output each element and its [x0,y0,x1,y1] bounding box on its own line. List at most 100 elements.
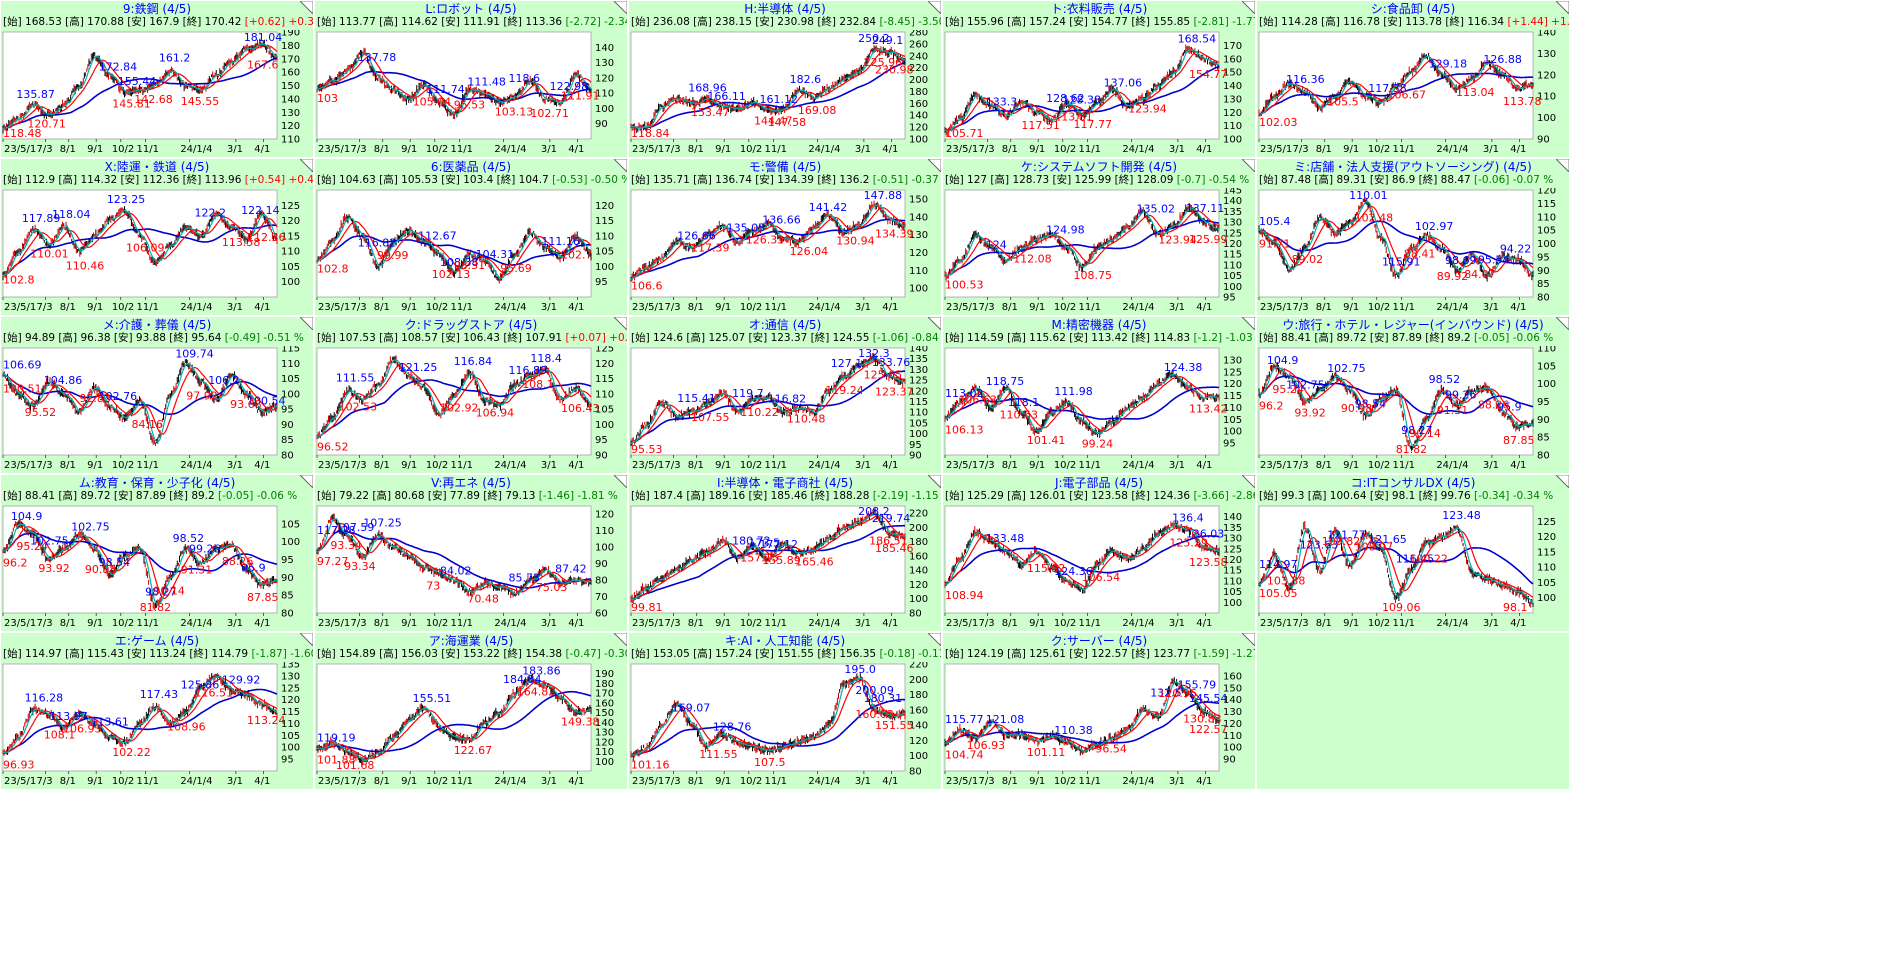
ma-short-line [2,43,278,130]
low-annotation: 81.82 [1396,443,1428,456]
fold-corner-icon[interactable] [928,475,941,488]
high-annotation: 117.89 [22,212,61,225]
low-annotation: 88.41 [1404,248,1436,261]
fold-corner-icon[interactable] [300,159,313,172]
chart-panel[interactable]: V:再エネ (4/5) [始] 79.22 [高] 80.68 [安] 77.89… [315,475,627,631]
ohlc-readout: [始] 94.89 [高] 96.38 [安] 93.88 [終] 95.64 … [3,332,313,345]
ohlc-values: [始] 187.4 [高] 189.16 [安] 185.46 [終] 188.… [631,490,873,502]
price-chart: 140 130 120 110 100 90 23/5/1 7/3 8/1 9/1 10/2 11/1… [316,31,614,155]
fold-corner-icon[interactable] [614,159,627,172]
ma-mid-line [2,526,278,600]
fold-corner-icon[interactable] [300,475,313,488]
fold-corner-icon[interactable] [1556,159,1569,172]
chart-panel[interactable]: H:半導体 (4/5) [始] 236.08 [高] 238.15 [安] 230… [629,1,941,157]
fold-corner-icon[interactable] [1556,1,1569,14]
chart-panel[interactable]: 9:鉄鋼 (4/5) [始] 168.53 [高] 170.88 [安] 167.… [1,1,313,157]
fold-corner-icon[interactable] [614,475,627,488]
y-tick-label: 120 [909,248,928,259]
chart-panel[interactable]: ク:ドラッグストア (4/5) [始] 107.53 [高] 108.57 [安]… [315,317,627,473]
y-tick-label: 115 [1223,250,1242,261]
y-tick-label: 120 [1537,188,1556,197]
y-tick-label: 90 [281,420,294,431]
y-tick-label: 180 [909,87,928,98]
x-tick-label: 7/3 [664,460,680,471]
ma-short-line [2,362,278,443]
chart-panel[interactable]: X:陸運・鉄道 (4/5) [始] 112.9 [高] 114.32 [安] 11… [1,159,313,315]
ma-mid-line [2,212,278,277]
chart-panel[interactable]: M:精密機器 (4/5) [始] 114.59 [高] 115.62 [安] 11… [943,317,1255,473]
x-tick-label: 11/1 [450,618,472,629]
chart-title: オ:通信 (4/5) [748,318,822,332]
high-annotation: 108.38 [440,256,479,269]
low-annotation: 96.52 [317,440,349,453]
chart-panel[interactable]: オ:通信 (4/5) [始] 124.6 [高] 125.07 [安] 123.3… [629,317,941,473]
high-annotation: 107.59 [336,521,375,534]
x-tick-label: 9/1 [1343,460,1359,471]
y-tick-label: 95 [1223,293,1236,304]
y-tick-label: 140 [1537,30,1556,39]
chart-panel[interactable]: モ:警備 (4/5) [始] 135.71 [高] 136.74 [安] 134.… [629,159,941,315]
chart-panel[interactable]: ム:教育・保育・少子化 (4/5) [始] 88.41 [高] 89.72 [安]… [1,475,313,631]
chart-panel[interactable]: メ:介護・葬儀 (4/5) [始] 94.89 [高] 96.38 [安] 93.… [1,317,313,473]
price-chart: 190 180 170 160 150 140 130 120 110 23/5/1 7/3 8/1 9… [2,30,300,155]
high-annotation: 104.86 [44,374,83,387]
high-annotation: 109.74 [175,348,214,361]
chart-panel[interactable]: シ:食品卸 (4/5) [始] 114.28 [高] 116.78 [安] 113… [1257,1,1569,157]
y-tick-label: 95 [595,277,608,288]
x-tick-label: 9/1 [87,618,103,629]
x-tick-label: 24/1/4 [1436,460,1468,471]
chart-title: モ:警備 (4/5) [748,160,822,174]
high-annotation: 111.48 [467,75,506,88]
chart-panel[interactable]: ウ:旅行・ホテル・レジャー(インバウンド) (4/5) [始] 88.41 [高]… [1257,317,1569,473]
x-tick-label: 11/1 [450,144,472,155]
y-tick-label: 100 [595,104,614,115]
y-tick-label: 110 [909,266,928,277]
ma-short-line [944,373,1220,434]
low-annotation: 102.53 [339,400,378,413]
x-tick-label: 3/1 [227,302,243,313]
ma-mid-line [630,49,906,129]
fold-corner-icon[interactable] [928,159,941,172]
low-annotation: 73 [426,579,440,592]
fold-corner-icon[interactable] [1556,317,1569,330]
fold-corner-icon[interactable] [928,317,941,330]
ohlc-values: [始] 114.28 [高] 116.78 [安] 113.78 [終] 116… [1259,16,1508,28]
low-annotation: 95.53 [631,443,663,456]
fold-corner-icon[interactable] [1242,1,1255,14]
chart-panel[interactable]: 6:医薬品 (4/5) [始] 104.63 [高] 105.53 [安] 103… [315,159,627,315]
x-tick-label: 10/2 [740,460,762,471]
low-annotation: 97.27 [317,555,349,568]
y-tick-label: 100 [595,543,614,554]
x-tick-label: 10/2 [740,144,762,155]
y-tick-label: 220 [909,509,928,520]
y-tick-label: 100 [909,429,928,440]
fold-corner-icon[interactable] [300,317,313,330]
chart-panel[interactable]: L:ロボット (4/5) [始] 113.77 [高] 114.62 [安] 11… [315,1,627,157]
ohlc-values: [始] 236.08 [高] 238.15 [安] 230.98 [終] 232… [631,16,880,28]
ohlc-readout: [始] 124.6 [高] 125.07 [安] 123.37 [終] 124.… [631,332,941,345]
fold-corner-icon[interactable] [300,1,313,14]
fold-corner-icon[interactable] [928,1,941,14]
low-annotation: 112.36 [247,231,286,244]
fold-corner-icon[interactable] [614,317,627,330]
x-tick-label: 3/1 [227,618,243,629]
chart-panel[interactable]: ト:衣料販売 (4/5) [始] 155.96 [高] 157.24 [安] 15… [943,1,1255,157]
chart-panel[interactable]: I:半導体・電子商社 (4/5) [始] 187.4 [高] 189.16 [安]… [629,475,941,631]
chart-panel[interactable]: ケ:システムソフト開発 (4/5) [始] 127 [高] 128.73 [安] … [943,159,1255,315]
x-tick-label: 4/1 [1510,460,1526,471]
chart-panel[interactable]: ミ:店舗・法人支援(アウトソーシング) (4/5) [始] 87.48 [高] 8… [1257,159,1569,315]
high-annotation: 122.2 [195,206,227,219]
high-annotation: 124 [986,239,1007,252]
y-tick-label: 260 [909,39,928,50]
x-tick-label: 24/1/4 [494,618,526,629]
x-tick-label: 23/5/1 [632,618,664,629]
x-tick-label: 24/1/4 [1122,460,1154,471]
x-tick-label: 11/1 [764,302,786,313]
fold-corner-icon[interactable] [1242,159,1255,172]
fold-corner-icon[interactable] [614,1,627,14]
fold-corner-icon[interactable] [1242,317,1255,330]
low-annotation: 96.2 [3,556,28,569]
low-annotation: 153.47 [691,106,730,119]
high-annotation: 121.25 [399,361,438,374]
y-tick-label: 80 [909,609,922,620]
